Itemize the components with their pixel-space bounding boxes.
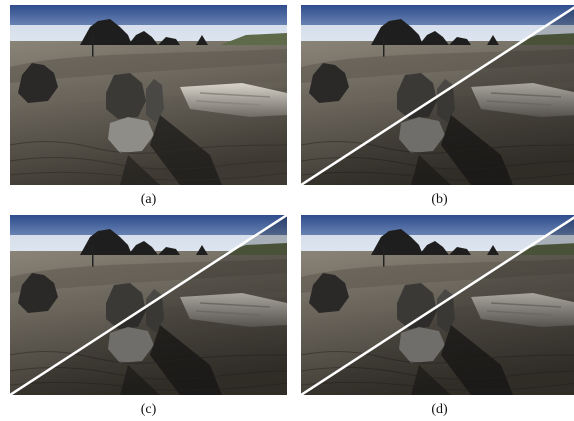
beach-scene-photo xyxy=(301,5,574,185)
panel-c-image xyxy=(10,215,287,395)
beach-scene-photo xyxy=(10,5,287,185)
diagonal-split-line xyxy=(10,215,287,395)
panel-d-image xyxy=(301,215,574,395)
panel-b-image xyxy=(301,5,574,185)
caption-a: (a) xyxy=(140,192,157,207)
panel-a-image xyxy=(10,5,287,185)
diagonal-split-line xyxy=(301,216,574,395)
caption-b: (b) xyxy=(431,192,448,207)
beach-scene-photo xyxy=(301,215,574,395)
caption-d: (d) xyxy=(431,402,448,417)
diagonal-split-line xyxy=(301,6,574,185)
beach-scene-photo xyxy=(10,215,287,395)
caption-c: (c) xyxy=(140,402,157,417)
